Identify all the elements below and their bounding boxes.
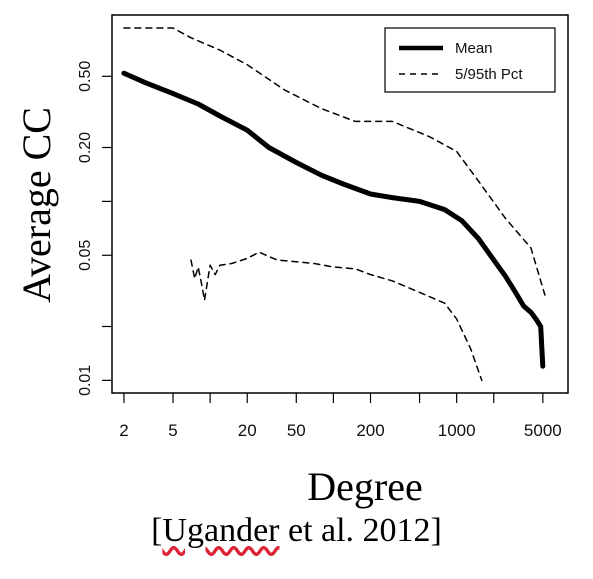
legend-box <box>384 27 556 93</box>
y-axis: 0.01 0.05 0.20 0.50 <box>77 61 112 396</box>
x-tick-label: 5 <box>168 421 177 440</box>
y-tick-label: 0.50 <box>77 61 94 92</box>
legend-label-mean: Mean <box>455 40 493 57</box>
x-tick-label: 5000 <box>524 421 562 440</box>
x-tick-label: 2 <box>119 421 128 440</box>
citation-rest: et al. 2012] <box>279 512 442 549</box>
x-tick-label: 1000 <box>438 421 476 440</box>
x-tick-label: 50 <box>287 421 306 440</box>
series-line-pct <box>123 27 546 296</box>
legend: Mean 5/95th Pct <box>384 27 556 93</box>
y-tick-label: 0.01 <box>77 365 94 396</box>
x-tick-label: 200 <box>356 421 384 440</box>
x-tick-label: 20 <box>238 421 257 440</box>
plot-frame <box>111 14 569 394</box>
x-axis-title: Degree <box>307 464 422 509</box>
series-line-pct <box>190 251 483 382</box>
series-line-mean <box>121 70 546 369</box>
legend-label-pct: 5/95th Pct <box>455 66 523 83</box>
y-axis-title: Average CC <box>14 107 59 303</box>
y-tick-label: 0.05 <box>77 240 94 271</box>
plot-area <box>121 27 546 382</box>
citation-open-bracket: [ <box>151 512 163 549</box>
y-tick-label: 0.20 <box>77 132 94 163</box>
x-axis: 2 5 20 50 200 1000 5000 <box>119 393 562 440</box>
citation-author: Ugander <box>162 512 280 549</box>
citation: [Ugander et al. 2012] <box>0 512 593 550</box>
